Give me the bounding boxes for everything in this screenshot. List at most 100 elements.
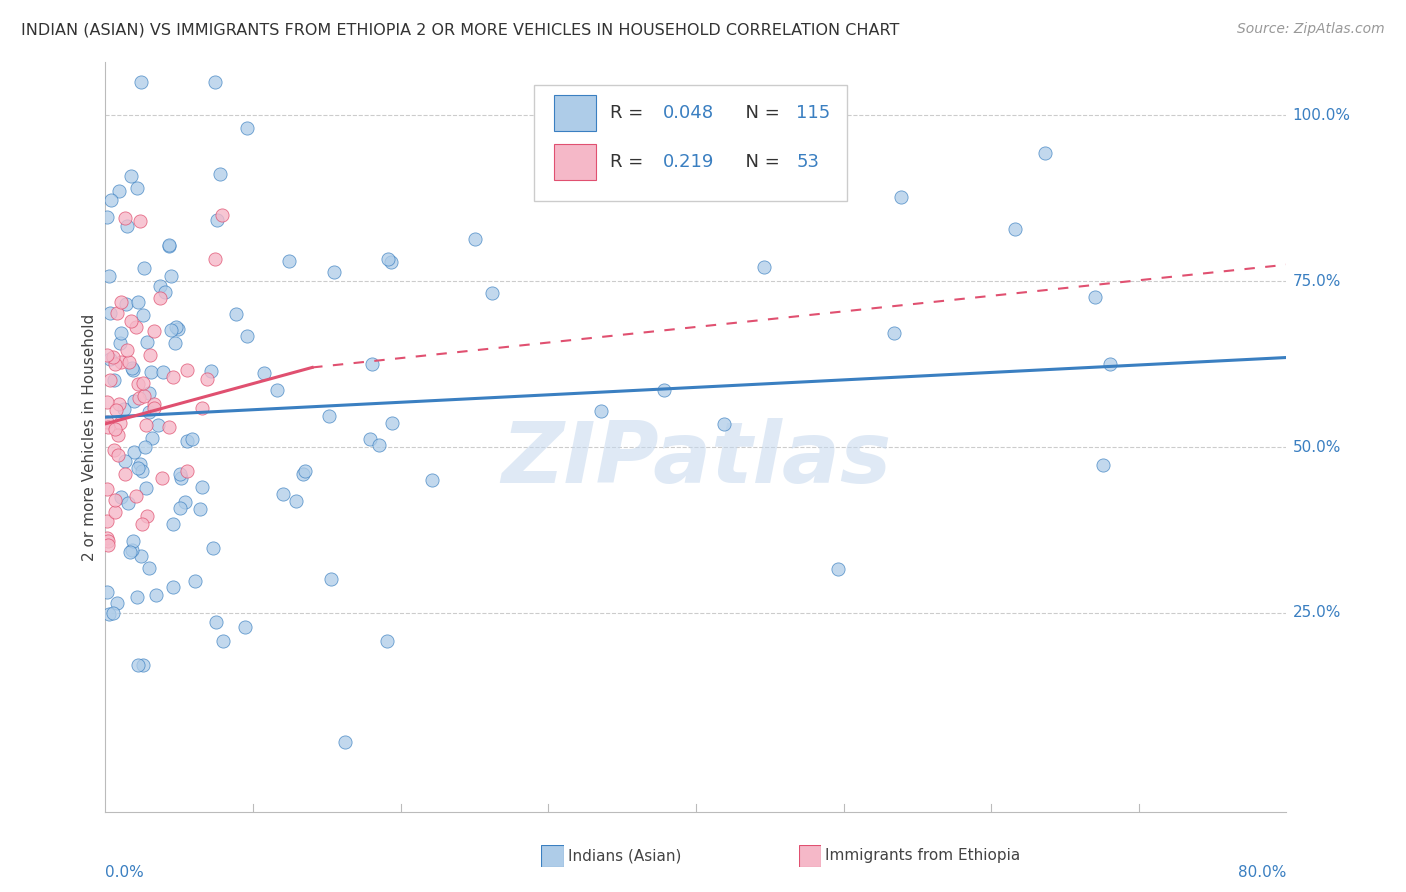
Point	[122, 363, 145, 377]
Point	[98, 607, 121, 622]
Point	[114, 467, 136, 482]
Point	[121, 534, 143, 549]
Point	[117, 355, 139, 369]
Point	[1098, 357, 1121, 371]
Point	[127, 295, 149, 310]
Point	[169, 500, 191, 515]
Text: R =: R =	[610, 103, 648, 121]
Point	[127, 658, 149, 673]
Point	[176, 434, 198, 448]
Point	[110, 326, 132, 340]
Point	[204, 615, 226, 629]
Point	[195, 372, 218, 386]
Point	[96, 348, 118, 362]
Point	[96, 584, 118, 599]
Point	[110, 490, 132, 504]
Text: 50.0%: 50.0%	[1292, 440, 1341, 455]
Point	[127, 376, 149, 391]
Point	[205, 213, 228, 227]
Text: N =: N =	[734, 103, 786, 121]
Point	[127, 180, 149, 194]
Point	[103, 373, 125, 387]
Point	[225, 307, 247, 321]
Point	[153, 285, 176, 299]
Point	[377, 252, 399, 266]
Text: 80.0%: 80.0%	[1239, 864, 1286, 880]
Point	[128, 391, 150, 405]
Point	[96, 415, 118, 429]
Point	[191, 401, 214, 416]
Point	[292, 467, 315, 482]
Point	[157, 238, 180, 252]
Point	[108, 336, 131, 351]
Point	[377, 633, 399, 648]
Point	[361, 357, 384, 371]
Point	[98, 373, 121, 387]
Point	[890, 189, 912, 203]
Point	[1035, 146, 1057, 161]
Point	[122, 445, 145, 459]
Point	[129, 214, 152, 228]
Point	[143, 397, 166, 411]
Point	[271, 486, 294, 500]
Point	[176, 363, 198, 377]
Point	[120, 169, 142, 183]
Point	[104, 493, 127, 508]
Point	[97, 533, 120, 548]
Bar	[554, 145, 596, 180]
Point	[827, 562, 849, 576]
Point	[100, 194, 122, 208]
Point	[131, 516, 153, 531]
Text: 0.0%: 0.0%	[105, 864, 145, 880]
Point	[212, 634, 235, 648]
Point	[96, 394, 118, 409]
Point	[103, 421, 125, 435]
Text: 75.0%: 75.0%	[1292, 274, 1341, 289]
Point	[368, 438, 391, 452]
Point	[148, 418, 170, 433]
Point	[170, 471, 193, 485]
Point	[110, 294, 132, 309]
Point	[98, 306, 121, 320]
Point	[98, 352, 121, 367]
Point	[318, 409, 340, 423]
Point	[129, 75, 152, 89]
Point	[121, 361, 143, 376]
Point	[96, 514, 118, 528]
Point	[139, 365, 162, 379]
Point	[124, 320, 146, 334]
Point	[108, 416, 131, 430]
Point	[162, 370, 184, 384]
Point	[294, 464, 316, 478]
Point	[131, 464, 153, 478]
Point	[128, 457, 150, 471]
Point	[134, 440, 156, 454]
Point	[107, 448, 129, 462]
Point	[142, 324, 165, 338]
Text: 0.219: 0.219	[662, 153, 714, 171]
Point	[167, 322, 190, 336]
Point	[1091, 458, 1114, 472]
Point	[322, 265, 344, 279]
Point	[184, 574, 207, 589]
Point	[381, 416, 404, 430]
Point	[104, 505, 127, 519]
Point	[157, 420, 180, 434]
FancyBboxPatch shape	[534, 85, 848, 201]
Text: 25.0%: 25.0%	[1292, 606, 1341, 620]
Point	[883, 326, 905, 341]
Point	[104, 357, 127, 371]
Point	[211, 208, 233, 222]
Point	[162, 580, 184, 594]
Point	[464, 232, 486, 246]
Point	[101, 606, 124, 620]
Point	[135, 335, 157, 350]
Point	[114, 454, 136, 468]
Point	[200, 364, 222, 378]
Point	[112, 401, 135, 416]
Point	[125, 591, 148, 605]
Point	[591, 404, 613, 418]
Text: ZIPatlas: ZIPatlas	[501, 418, 891, 501]
Point	[420, 473, 443, 487]
Point	[104, 403, 127, 417]
